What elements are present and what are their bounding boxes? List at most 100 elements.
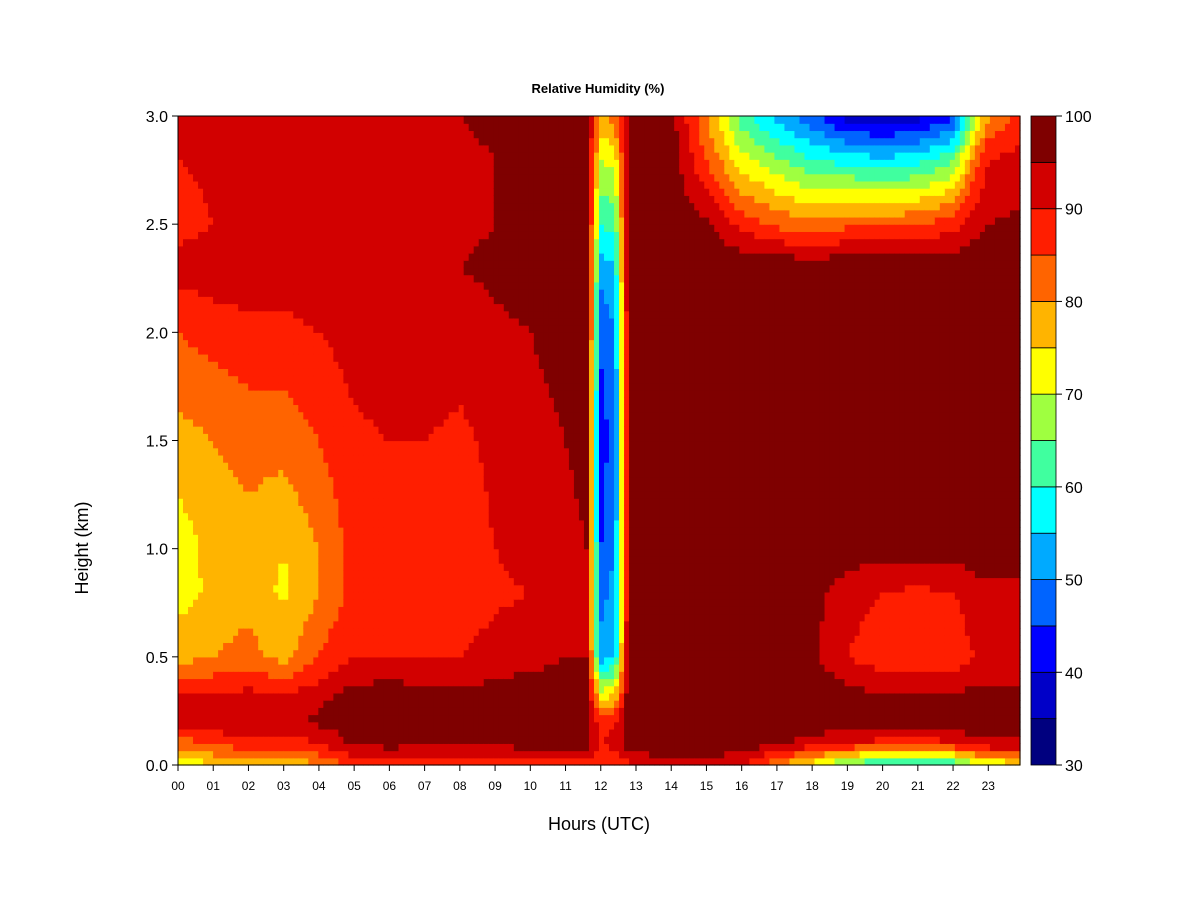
heatmap-cell <box>268 382 274 391</box>
heatmap-cell <box>233 238 239 247</box>
heatmap-cell <box>333 317 339 326</box>
heatmap-cell <box>238 512 244 521</box>
heatmap-cell <box>198 678 204 687</box>
heatmap-cell <box>268 173 274 182</box>
heatmap-cell <box>238 692 244 701</box>
heatmap-cell <box>313 238 319 247</box>
heatmap-cell <box>353 440 360 449</box>
heatmap-cell <box>178 332 184 341</box>
heatmap-cell <box>443 606 450 615</box>
heatmap-cell <box>413 116 420 124</box>
heatmap-cell <box>328 570 334 579</box>
heatmap-cell <box>203 426 209 434</box>
heatmap-cell <box>268 476 274 485</box>
heatmap-cell <box>278 685 284 694</box>
heatmap-cell <box>433 397 440 406</box>
heatmap-cell <box>318 404 324 413</box>
heatmap-cell <box>263 541 269 550</box>
heatmap-cell <box>278 721 284 730</box>
heatmap-cell <box>408 238 415 247</box>
heatmap-cell <box>178 591 184 600</box>
heatmap-cell <box>403 490 410 499</box>
heatmap-cell <box>408 274 415 283</box>
heatmap-cell <box>428 534 435 543</box>
heatmap-cell <box>403 642 410 651</box>
heatmap-cell <box>193 613 199 622</box>
heatmap-cell <box>383 231 390 240</box>
heatmap-cell <box>308 224 314 232</box>
heatmap-cell <box>313 353 319 362</box>
heatmap-cell <box>443 527 450 535</box>
heatmap-cell <box>228 620 234 629</box>
heatmap-cell <box>288 541 294 550</box>
heatmap-cell <box>183 555 189 564</box>
heatmap-cell <box>348 152 355 160</box>
heatmap-cell <box>393 418 400 427</box>
heatmap-cell <box>323 310 329 319</box>
heatmap-cell <box>433 498 440 506</box>
heatmap-cell <box>398 368 405 377</box>
heatmap-cell <box>343 721 349 730</box>
heatmap-cell <box>388 411 395 420</box>
heatmap-cell <box>398 613 405 622</box>
heatmap-cell <box>343 483 349 492</box>
heatmap-cell <box>378 476 385 485</box>
heatmap-cell <box>388 613 395 622</box>
heatmap-cell <box>368 440 375 449</box>
heatmap-cell <box>373 606 380 615</box>
heatmap-cell <box>403 159 410 168</box>
heatmap-cell <box>223 577 229 586</box>
heatmap-cell <box>428 548 435 557</box>
heatmap-cell <box>268 671 274 680</box>
heatmap-cell <box>348 404 355 413</box>
heatmap-cell <box>408 375 415 384</box>
heatmap-cell <box>253 209 259 218</box>
heatmap-cell <box>243 685 249 694</box>
heatmap-cell <box>333 490 339 499</box>
heatmap-cell <box>403 382 410 391</box>
heatmap-cell <box>358 476 365 485</box>
heatmap-cell <box>388 750 395 759</box>
heatmap-cell <box>298 231 304 240</box>
heatmap-cell <box>268 209 274 218</box>
heatmap-cell <box>363 555 370 564</box>
heatmap-cell <box>388 743 395 752</box>
heatmap-cell <box>293 260 299 269</box>
heatmap-cell <box>343 584 349 593</box>
heatmap-cell <box>268 390 274 398</box>
heatmap-cell <box>323 325 329 333</box>
heatmap-cell <box>298 606 304 615</box>
heatmap-cell <box>288 440 294 449</box>
heatmap-cell <box>438 418 445 427</box>
heatmap-cell <box>193 411 199 420</box>
heatmap-cell <box>183 483 189 492</box>
heatmap-cell <box>398 144 405 153</box>
heatmap-cell <box>183 721 189 730</box>
heatmap-cell <box>303 231 309 240</box>
heatmap-cell <box>183 202 189 211</box>
heatmap-cell <box>333 707 339 716</box>
heatmap-cell <box>273 750 279 759</box>
heatmap-cell <box>248 325 254 333</box>
heatmap-cell <box>378 721 385 730</box>
heatmap-cell <box>393 332 400 341</box>
heatmap-cell <box>228 245 234 254</box>
heatmap-cell <box>283 317 289 326</box>
heatmap-cell <box>308 152 314 160</box>
heatmap-cell <box>328 130 334 139</box>
heatmap-cell <box>298 339 304 348</box>
heatmap-cell <box>253 527 259 535</box>
heatmap-cell <box>443 462 450 470</box>
heatmap-cell <box>358 505 365 514</box>
heatmap-cell <box>193 253 199 261</box>
heatmap-cell <box>183 224 189 232</box>
heatmap-cell <box>368 462 375 470</box>
heatmap-cell <box>348 570 355 579</box>
heatmap-cell <box>278 577 284 586</box>
heatmap-cell <box>448 700 455 708</box>
heatmap-cell <box>298 433 304 442</box>
heatmap-cell <box>298 548 304 557</box>
heatmap-cell <box>373 144 380 153</box>
heatmap-cell <box>218 180 224 189</box>
heatmap-cell <box>448 238 455 247</box>
